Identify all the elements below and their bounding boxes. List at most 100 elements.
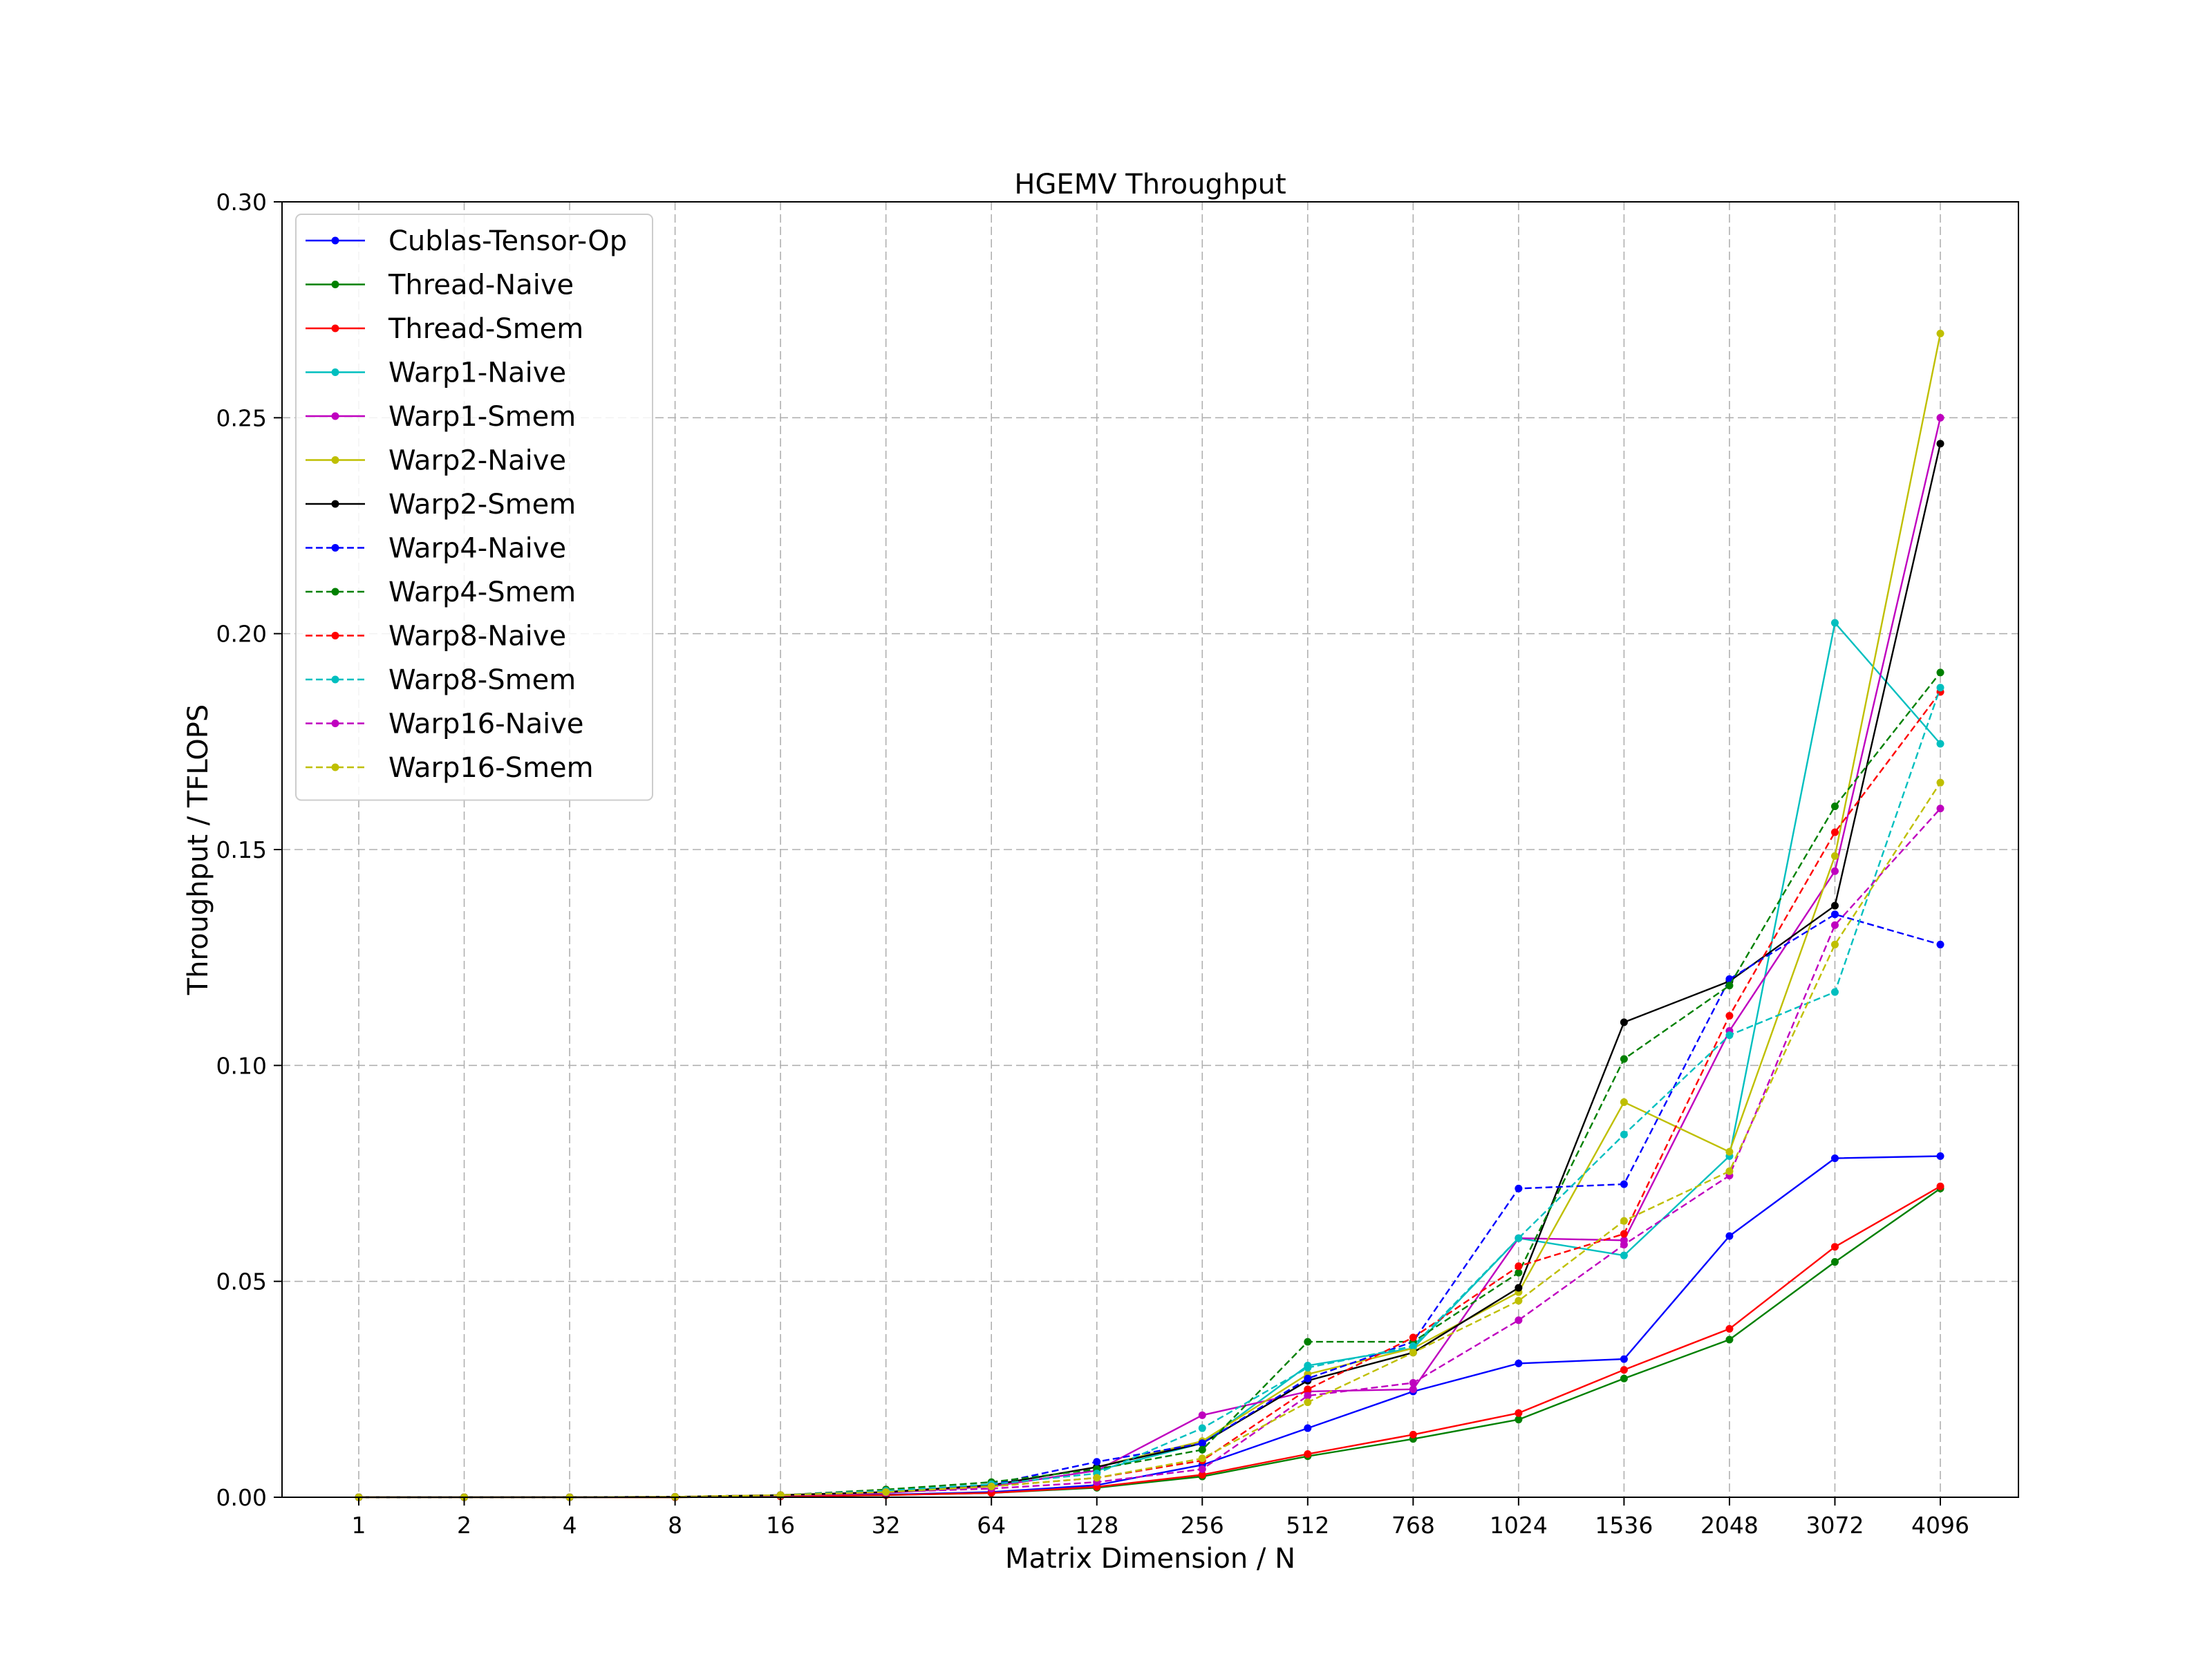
data-point	[1725, 982, 1734, 990]
x-tick-label: 256	[1181, 1512, 1224, 1539]
legend-item-warp16-naive: Warp16-Naive	[306, 709, 584, 740]
x-tick-label: 1024	[1490, 1512, 1548, 1539]
legend-item-warp8-naive: Warp8-Naive	[306, 621, 566, 653]
legend-marker	[331, 675, 339, 684]
series-line-warp16-naive	[359, 807, 1941, 1499]
data-point	[1830, 901, 1839, 910]
data-point	[1830, 910, 1839, 919]
x-tick-label: 1	[352, 1512, 366, 1539]
data-point	[1830, 921, 1839, 929]
data-point	[1830, 828, 1839, 836]
data-point	[1725, 1232, 1734, 1240]
legend-label: Thread-Naive	[388, 270, 574, 301]
data-point	[1515, 1416, 1523, 1424]
data-point	[1725, 1031, 1734, 1040]
data-point	[1409, 1378, 1417, 1387]
data-point	[1936, 778, 1944, 787]
series-warp16-naive	[355, 805, 1944, 1501]
legend-label: Cublas-Tensor-Op	[388, 225, 627, 257]
data-point	[1409, 1430, 1417, 1438]
legend-item-cublas-tensor-op: Cublas-Tensor-Op	[306, 225, 627, 257]
data-point	[1725, 1167, 1734, 1175]
legend-marker	[331, 324, 339, 332]
data-point	[1304, 1385, 1312, 1394]
series-line-thread-naive	[359, 1188, 1941, 1499]
data-point	[1304, 1364, 1312, 1372]
x-tick-label: 128	[1075, 1512, 1118, 1539]
data-point	[1830, 1258, 1839, 1266]
legend-label: Warp4-Naive	[388, 533, 566, 565]
series-line-thread-smem	[359, 1185, 1941, 1499]
y-tick-label: 0.25	[216, 404, 267, 431]
x-tick-label: 2048	[1700, 1512, 1759, 1539]
x-tick-label: 4096	[1911, 1512, 1969, 1539]
data-point	[1304, 1398, 1312, 1407]
legend-label: Warp1-Naive	[388, 357, 566, 389]
x-tick-label: 8	[668, 1512, 682, 1539]
legend-marker	[331, 500, 339, 508]
legend-marker	[331, 236, 339, 245]
data-point	[1620, 1230, 1628, 1238]
legend-item-warp16-smem: Warp16-Smem	[306, 752, 594, 784]
legend-item-thread-smem: Thread-Smem	[306, 313, 583, 345]
legend-item-warp4-naive: Warp4-Naive	[306, 533, 566, 565]
data-point	[1198, 1445, 1206, 1454]
data-point	[1409, 1333, 1417, 1342]
legend-label: Warp1-Smem	[388, 401, 576, 433]
data-point	[1620, 1217, 1628, 1225]
legend-item-thread-naive: Thread-Naive	[306, 270, 574, 301]
data-point	[1620, 1180, 1628, 1188]
x-tick-label: 4	[563, 1512, 577, 1539]
data-point	[1725, 1147, 1734, 1156]
x-tick-label: 768	[1391, 1512, 1435, 1539]
legend: Cublas-Tensor-Op Thread-Naive Thread-Smem W…	[295, 214, 653, 801]
data-point	[1409, 1385, 1417, 1394]
data-point	[1198, 1454, 1206, 1463]
data-point	[1830, 803, 1839, 811]
data-point	[1936, 413, 1944, 422]
legend-label: Warp4-Smem	[388, 577, 576, 608]
data-point	[1830, 940, 1839, 948]
data-point	[1620, 1251, 1628, 1259]
x-tick-label: 2	[457, 1512, 471, 1539]
x-tick-label: 1536	[1595, 1512, 1653, 1539]
data-point	[1304, 1391, 1312, 1400]
legend-marker	[331, 368, 339, 376]
data-point	[1830, 867, 1839, 875]
data-point	[1936, 805, 1944, 813]
data-point	[1198, 1471, 1206, 1479]
y-tick-label: 0.15	[216, 836, 267, 863]
data-point	[1515, 1284, 1523, 1292]
data-point	[1620, 1241, 1628, 1249]
series-warp4-naive	[355, 910, 1944, 1501]
data-point	[1830, 1243, 1839, 1251]
data-point	[1304, 1424, 1312, 1432]
x-tick-label: 16	[766, 1512, 795, 1539]
series-line-warp8-naive	[359, 691, 1941, 1499]
data-point	[1620, 1055, 1628, 1063]
data-point	[1409, 1342, 1417, 1350]
data-point	[1620, 1098, 1628, 1106]
y-axis-label: Throughput / TFLOPS	[182, 704, 214, 996]
legend-label: Thread-Smem	[388, 313, 583, 345]
legend-marker	[331, 412, 339, 420]
data-point	[1515, 1268, 1523, 1277]
data-point	[1304, 1450, 1312, 1459]
legend-item-warp2-naive: Warp2-Naive	[306, 445, 566, 477]
data-point	[1093, 1458, 1101, 1466]
data-point	[987, 1482, 995, 1490]
data-point	[1620, 1355, 1628, 1363]
data-point	[1093, 1474, 1101, 1482]
legend-box	[295, 214, 653, 801]
series-warp8-smem	[355, 684, 1944, 1501]
x-axis-label: Matrix Dimension / N	[1005, 1543, 1295, 1575]
data-point	[1725, 1011, 1734, 1020]
data-point	[1620, 1374, 1628, 1382]
legend-marker	[331, 632, 339, 639]
data-point	[1515, 1234, 1523, 1242]
legend-item-warp4-smem: Warp4-Smem	[306, 577, 576, 608]
x-tick-label: 3072	[1806, 1512, 1864, 1539]
data-point	[1409, 1349, 1417, 1357]
data-point	[1725, 1335, 1734, 1344]
